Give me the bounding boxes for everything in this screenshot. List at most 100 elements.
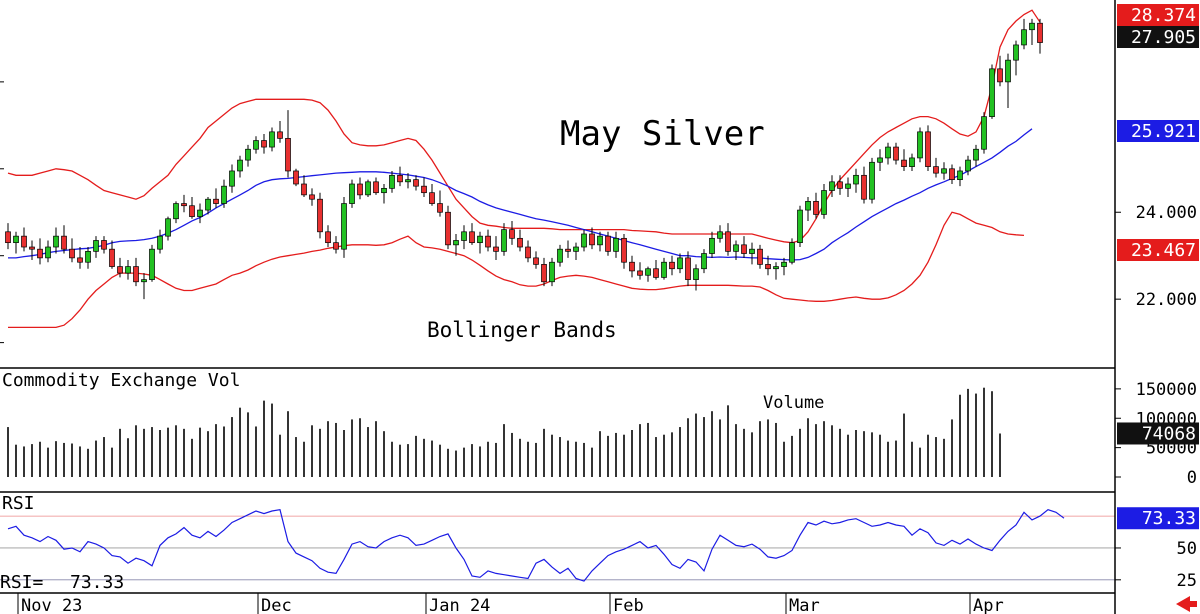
candle-body bbox=[813, 201, 819, 215]
candle-body bbox=[1029, 22, 1035, 31]
candle bbox=[989, 64, 995, 119]
scroll-left-arrow-icon[interactable] bbox=[1176, 596, 1197, 612]
candle-body bbox=[269, 131, 275, 148]
candle-body bbox=[733, 244, 739, 252]
candle-body bbox=[157, 235, 163, 250]
candle-body bbox=[917, 131, 923, 159]
candle bbox=[525, 240, 531, 263]
candle-body bbox=[741, 244, 747, 254]
value-tag-background bbox=[1117, 422, 1199, 445]
lower-band-line bbox=[8, 211, 1025, 329]
candle bbox=[37, 238, 43, 265]
panel-frames bbox=[0, 0, 1116, 614]
candle bbox=[517, 229, 523, 252]
candle-body bbox=[517, 237, 523, 248]
candle bbox=[765, 255, 771, 276]
candle bbox=[149, 244, 155, 282]
candle bbox=[1005, 53, 1011, 108]
candle bbox=[757, 244, 763, 269]
candle bbox=[949, 164, 955, 184]
candle bbox=[565, 240, 571, 258]
volume-bars bbox=[7, 387, 1001, 477]
candle bbox=[821, 184, 827, 219]
volume-series-label: Volume bbox=[763, 393, 824, 413]
candle-body bbox=[213, 198, 219, 204]
candle-body bbox=[637, 270, 643, 276]
candle bbox=[861, 166, 867, 204]
candle bbox=[477, 231, 483, 254]
date-label: Mar bbox=[789, 596, 820, 614]
candle bbox=[605, 231, 611, 256]
candle bbox=[709, 231, 715, 258]
candle bbox=[677, 253, 683, 274]
value-tag-background bbox=[1117, 120, 1199, 142]
candle-body bbox=[197, 209, 203, 217]
candle-body bbox=[973, 148, 979, 161]
candle bbox=[581, 229, 587, 252]
value-tag-text: 28.374 bbox=[1131, 5, 1196, 26]
candle-body bbox=[1037, 22, 1043, 43]
candle-body bbox=[29, 246, 35, 250]
candle bbox=[333, 236, 339, 254]
rsi-tick-label: 50 bbox=[1177, 539, 1197, 559]
guide-lines bbox=[0, 515, 1115, 581]
candle-body bbox=[829, 181, 835, 191]
candle-body bbox=[957, 170, 963, 181]
candle-body bbox=[965, 159, 971, 172]
candle bbox=[445, 205, 451, 250]
rsi-readout-value: 73.33 bbox=[70, 572, 124, 593]
candle-body bbox=[925, 131, 931, 167]
candle bbox=[141, 273, 147, 300]
candle bbox=[541, 257, 547, 287]
candle bbox=[189, 197, 195, 219]
candle-body bbox=[245, 148, 251, 161]
candle bbox=[837, 175, 843, 195]
candle bbox=[277, 120, 283, 143]
price-tag: 28.374 bbox=[1117, 4, 1199, 26]
candle-body bbox=[125, 266, 131, 274]
candle-body bbox=[781, 261, 787, 267]
candle bbox=[669, 255, 675, 276]
candle-body bbox=[581, 233, 587, 248]
candle-body bbox=[173, 203, 179, 220]
candle bbox=[325, 225, 331, 248]
candle bbox=[293, 168, 299, 187]
candle-body bbox=[365, 181, 371, 196]
candle-body bbox=[437, 203, 443, 213]
candle bbox=[253, 136, 259, 154]
volume-tick-label: 150000 bbox=[1136, 380, 1197, 400]
candle bbox=[701, 249, 707, 274]
candle bbox=[237, 155, 243, 178]
candle bbox=[381, 184, 387, 204]
candle bbox=[549, 257, 555, 287]
candle-body bbox=[469, 231, 475, 244]
candle-body bbox=[13, 235, 19, 244]
candle bbox=[21, 227, 27, 252]
candle bbox=[693, 264, 699, 291]
candle bbox=[165, 216, 171, 241]
candle-body bbox=[421, 185, 427, 194]
value-tag-text: 25.921 bbox=[1131, 121, 1196, 142]
candle bbox=[621, 233, 627, 269]
candle-body bbox=[21, 235, 27, 248]
candle bbox=[685, 251, 691, 287]
candle bbox=[573, 242, 579, 261]
candle bbox=[349, 179, 355, 208]
candle-body bbox=[757, 248, 763, 265]
price-tag: 27.905 bbox=[1117, 26, 1199, 48]
candle bbox=[397, 166, 403, 187]
candle bbox=[893, 142, 899, 165]
candle bbox=[461, 225, 467, 250]
candle bbox=[453, 233, 459, 256]
candle-body bbox=[909, 157, 915, 167]
candle-body bbox=[885, 146, 891, 159]
candle bbox=[973, 144, 979, 167]
candle-body bbox=[349, 183, 355, 204]
candle-body bbox=[941, 168, 947, 174]
candle-body bbox=[661, 261, 667, 278]
candle bbox=[773, 262, 779, 280]
candle-body bbox=[725, 231, 731, 252]
candle bbox=[389, 170, 395, 193]
rsi-series-line bbox=[7, 509, 1065, 582]
